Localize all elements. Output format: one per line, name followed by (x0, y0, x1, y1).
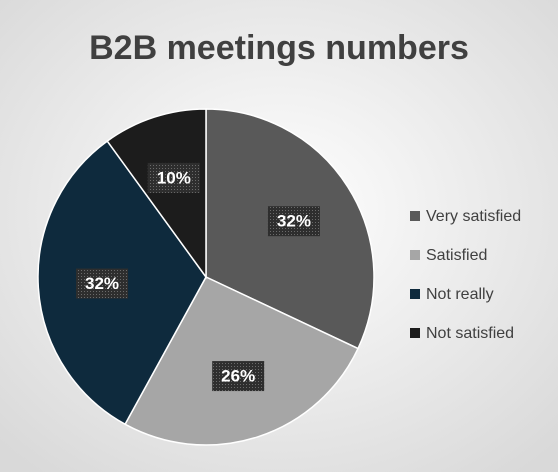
data-label: 32% (277, 212, 311, 231)
data-label: 10% (157, 168, 191, 187)
legend-label: Very satisfied (426, 208, 521, 225)
legend-label: Satisfied (426, 247, 487, 264)
legend-label: Not satisfied (426, 325, 514, 342)
data-label: 32% (85, 274, 119, 293)
chart-title: B2B meetings numbers (89, 29, 469, 67)
data-label-box (267, 206, 320, 237)
legend-marker (410, 211, 420, 221)
legend-marker (410, 250, 420, 260)
data-label: 26% (221, 367, 255, 386)
data-label-box (147, 162, 200, 193)
pie-slice (106, 108, 207, 280)
legend-label: Not really (426, 286, 494, 303)
legend-marker (410, 289, 420, 299)
data-label-box (76, 268, 129, 299)
data-label-box (212, 361, 265, 392)
legend-marker (410, 328, 420, 338)
